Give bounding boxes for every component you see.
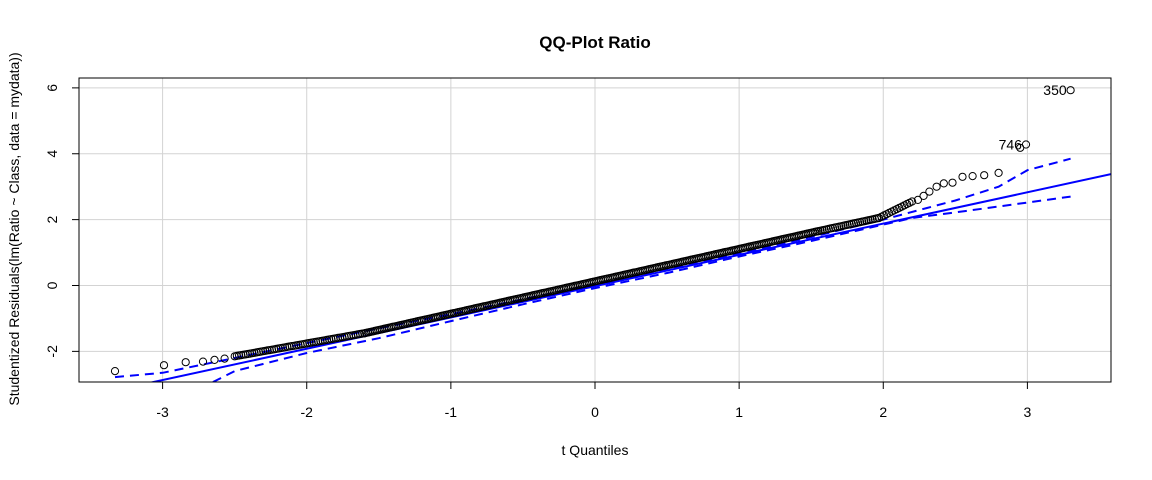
envelope-upper — [114, 157, 1071, 379]
y-tick-label: 4 — [44, 150, 60, 158]
data-point — [110, 367, 120, 376]
point-label: 350 — [1043, 82, 1067, 98]
data-point — [925, 187, 934, 196]
data-point — [1066, 86, 1075, 95]
point-label: 746 — [999, 137, 1023, 153]
y-axis-label: Studentized Residuals(lm(Ratio ~ Class, … — [6, 52, 22, 405]
y-tick-label: -2 — [44, 345, 60, 358]
reference-line — [148, 173, 1111, 382]
data-point — [1016, 143, 1025, 152]
grid-lines — [79, 78, 1111, 382]
data-point — [198, 357, 208, 366]
data-point — [908, 197, 917, 206]
chart-title: QQ-Plot Ratio — [539, 33, 650, 52]
x-tick-label: -2 — [301, 404, 314, 420]
x-tick-label: -3 — [156, 404, 169, 420]
x-tick-label: 0 — [591, 404, 599, 420]
data-point — [181, 358, 190, 367]
data-point — [948, 178, 957, 187]
data-point — [939, 179, 948, 188]
envelope-lower — [212, 195, 1071, 382]
data-point — [159, 361, 169, 370]
y-tick-label: 6 — [44, 84, 60, 92]
data-point — [980, 171, 989, 180]
data-point — [210, 355, 219, 364]
x-tick-label: 2 — [879, 404, 887, 420]
data-point — [994, 168, 1003, 177]
x-tick-label: 3 — [1024, 404, 1032, 420]
data-point — [932, 182, 941, 191]
x-axis: -3 -2 -1 0 1 2 3 — [156, 381, 1032, 420]
y-tick-label: 0 — [44, 281, 60, 289]
data-point — [919, 191, 928, 200]
data-point — [958, 172, 967, 181]
data-points — [110, 86, 1075, 376]
x-tick-label: -1 — [445, 404, 458, 420]
data-point — [913, 195, 923, 204]
data-point — [968, 172, 977, 181]
x-tick-label: 1 — [735, 404, 743, 420]
x-axis-label: t Quantiles — [562, 442, 629, 458]
data-point — [220, 354, 229, 363]
point-labels: 746 350 — [999, 82, 1067, 152]
y-tick-label: 2 — [44, 216, 60, 224]
y-axis: -2 0 2 4 6 — [44, 84, 80, 358]
reference-line-segment — [148, 173, 1111, 382]
